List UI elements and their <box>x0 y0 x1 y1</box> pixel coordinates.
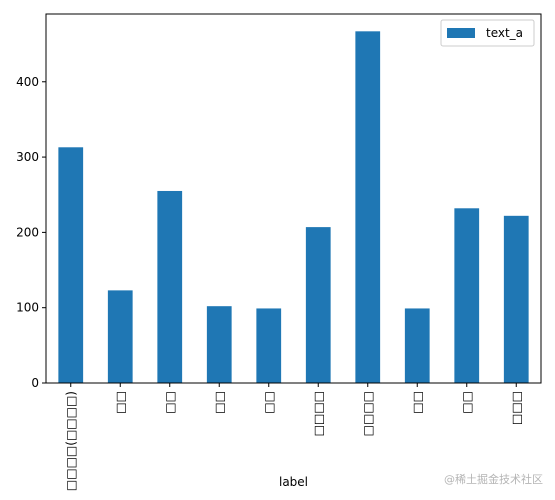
bar-2 <box>157 190 183 383</box>
x-tick-label-2: □□ <box>163 391 177 414</box>
x-tick-label-9: □□□ <box>509 391 523 425</box>
watermark: @稀土掘金技术社区 <box>444 472 543 486</box>
plot-frame <box>45 13 542 384</box>
x-tick-label-0: □□□□(□□□□) <box>64 391 78 491</box>
x-tick-label-3: □□ <box>212 391 226 414</box>
bar-4 <box>256 308 282 383</box>
bar-7 <box>404 308 430 383</box>
bar-9 <box>503 215 529 383</box>
x-tick-label-4: □□ <box>262 391 276 414</box>
x-tick-label-6: □□□□ <box>361 391 375 436</box>
y-tick-label-3: 300 <box>16 150 39 164</box>
y-axis: 0 100 200 300 400 <box>16 75 46 390</box>
bar-8 <box>454 208 480 383</box>
y-tick-label-2: 200 <box>16 225 39 239</box>
bar-6 <box>355 31 381 384</box>
legend: text_a <box>440 19 535 47</box>
x-axis-title: label <box>279 475 308 489</box>
x-tick-label-5: □□□□ <box>311 391 325 436</box>
x-tick-label-8: □□ <box>460 391 474 414</box>
bar-1 <box>107 290 133 383</box>
y-tick-label-0: 0 <box>31 376 39 390</box>
x-tick-label-1: □□ <box>113 391 127 414</box>
legend-box <box>440 19 535 47</box>
y-tick-label-1: 100 <box>16 301 39 315</box>
bars-group <box>58 31 529 384</box>
bar-5 <box>305 227 331 383</box>
x-tick-label-7: □□ <box>410 391 424 414</box>
x-axis: □□□□(□□□□) □□ □□ □□ □□ □□□□ □□□□ □□ □□ □□□ <box>64 383 523 491</box>
bar-0 <box>58 147 84 383</box>
bar-3 <box>206 306 232 383</box>
y-tick-label-4: 400 <box>16 75 39 89</box>
legend-label: text_a <box>486 26 523 40</box>
legend-swatch <box>447 28 475 38</box>
